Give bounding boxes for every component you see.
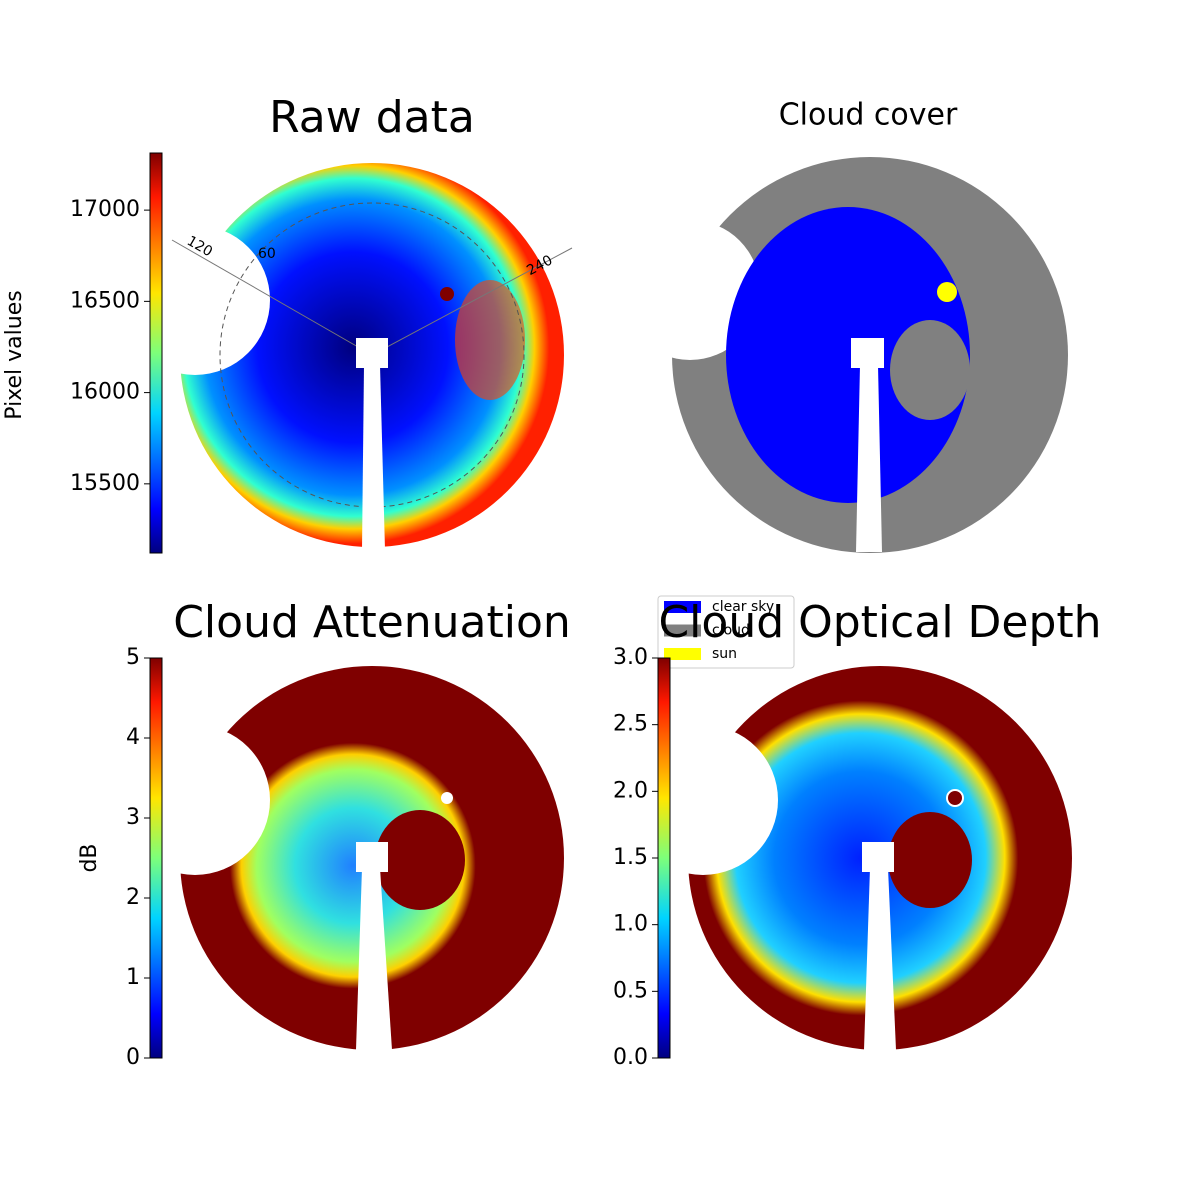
tick-label: 5 [126, 645, 140, 670]
panel-title: Cloud Optical Depth [658, 597, 1101, 648]
colorbar-label: Pixel values [2, 290, 27, 419]
legend-label: cloud [712, 623, 750, 639]
panel-title: Cloud Attenuation [173, 597, 571, 648]
optical-depth-image [628, 666, 1072, 1050]
tick-label: 2 [126, 885, 140, 910]
tick-label: 2.0 [613, 778, 648, 803]
tick-label: 17000 [70, 197, 140, 222]
cloud-cover-image [620, 157, 1068, 553]
tick-label: 4 [126, 725, 140, 750]
legend-swatch [664, 624, 701, 637]
legend-label: sun [712, 646, 737, 662]
colorbar [149, 657, 163, 1059]
colorbar-label: dB [77, 843, 102, 872]
tick-label: 2.5 [613, 712, 648, 737]
panel-title: Cloud cover [779, 98, 958, 133]
tick-label: 15500 [70, 471, 140, 496]
panel-title: Raw data [269, 92, 475, 143]
tick-label: 1 [126, 965, 140, 990]
angle-label: 60 [258, 246, 276, 262]
tick-label: 3.0 [613, 645, 648, 670]
tick-label: 16000 [70, 380, 140, 405]
legend-swatch [664, 601, 701, 613]
attenuation-image [120, 666, 564, 1050]
tick-label: 0 [126, 1045, 140, 1070]
tick-label: 3 [126, 805, 140, 830]
tick-label: 0.0 [613, 1045, 648, 1070]
raw-image [120, 163, 573, 550]
tick-label: 1.0 [613, 912, 648, 937]
legend-swatch [664, 648, 701, 660]
tick-label: 16500 [70, 288, 140, 313]
colorbar [657, 657, 671, 1059]
tick-label: 0.5 [613, 978, 648, 1003]
legend-label: clear sky [712, 599, 774, 615]
colorbar [149, 152, 163, 554]
tick-label: 1.5 [613, 845, 648, 870]
